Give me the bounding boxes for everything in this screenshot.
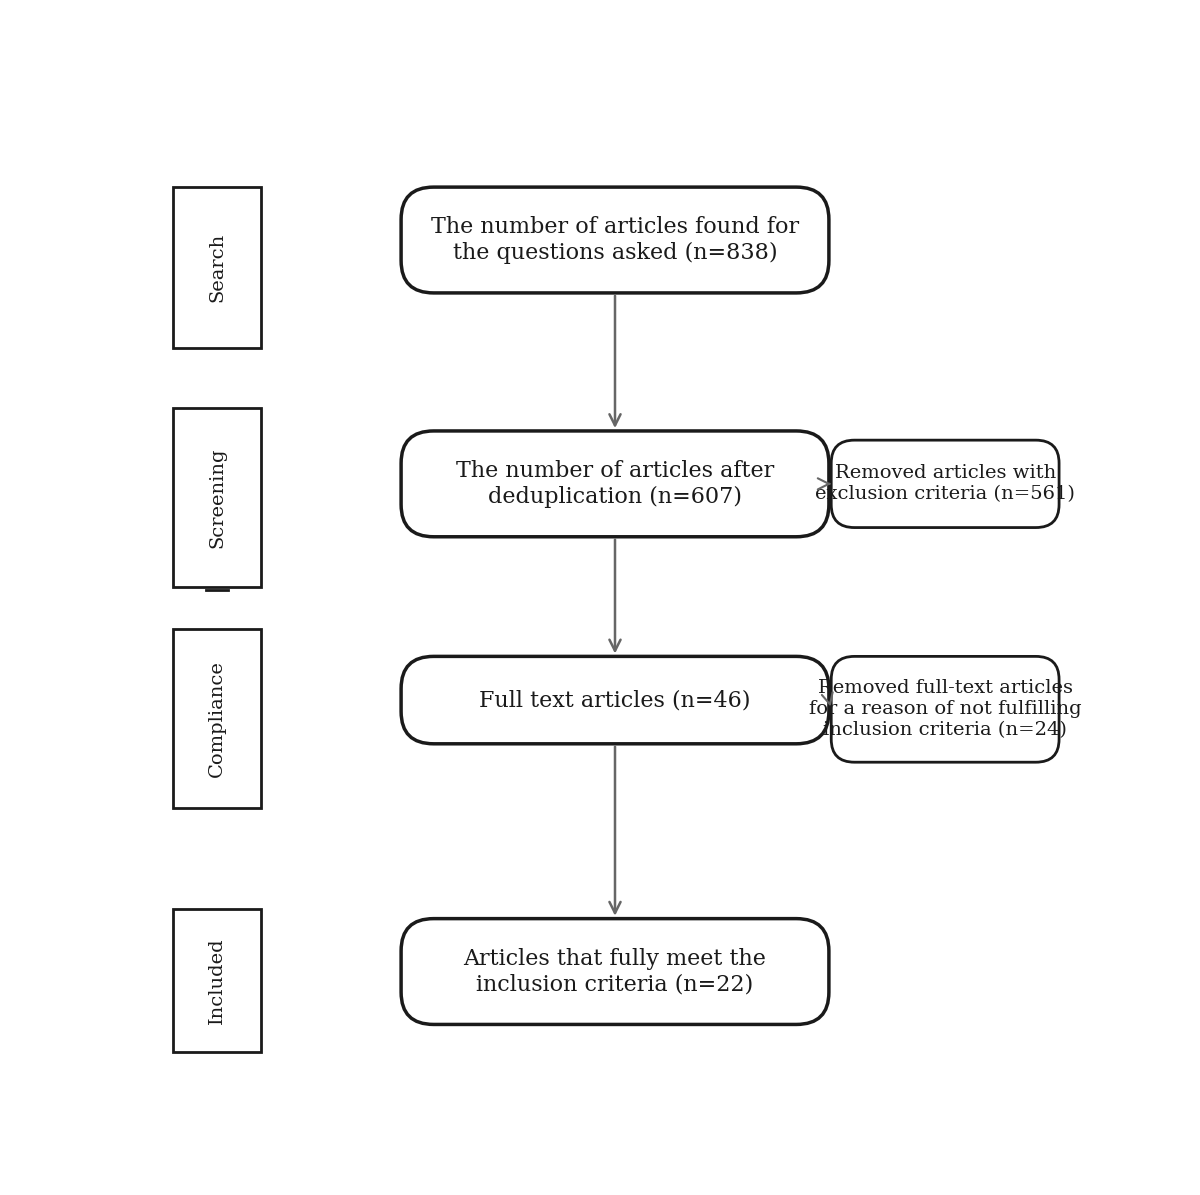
Bar: [173, 909, 262, 1052]
FancyBboxPatch shape: [401, 919, 829, 1024]
Bar: [173, 407, 262, 588]
Text: Included: Included: [208, 937, 226, 1024]
FancyBboxPatch shape: [832, 440, 1060, 527]
Text: Search: Search: [208, 233, 226, 302]
Text: Articles that fully meet the
inclusion criteria (n=22): Articles that fully meet the inclusion c…: [463, 948, 767, 995]
Text: Screening: Screening: [208, 447, 226, 549]
Text: Removed full-text articles
for a reason of not fulfilling
inclusion criteria (n=: Removed full-text articles for a reason …: [809, 680, 1081, 739]
FancyBboxPatch shape: [401, 431, 829, 537]
Text: Compliance: Compliance: [208, 660, 226, 777]
Text: The number of articles after
deduplication (n=607): The number of articles after deduplicati…: [456, 460, 774, 508]
Text: Full text articles (n=46): Full text articles (n=46): [479, 690, 751, 711]
Bar: [173, 629, 262, 808]
Text: Removed articles with
exclusion criteria (n=561): Removed articles with exclusion criteria…: [815, 465, 1075, 503]
FancyBboxPatch shape: [401, 656, 829, 743]
FancyBboxPatch shape: [832, 656, 1060, 762]
FancyBboxPatch shape: [401, 188, 829, 293]
Text: The number of articles found for
the questions asked (n=838): The number of articles found for the que…: [431, 216, 799, 264]
Bar: [173, 188, 262, 348]
